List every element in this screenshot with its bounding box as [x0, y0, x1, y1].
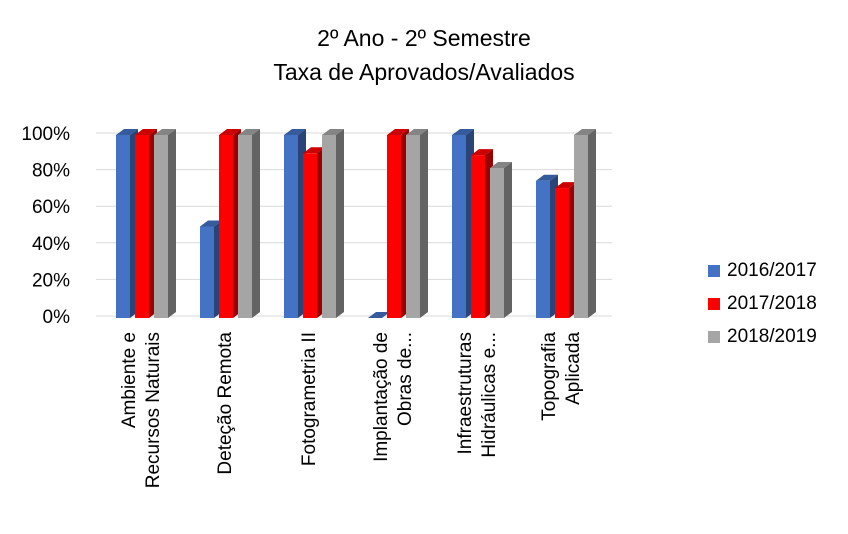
- y-tick-label: 20%: [32, 270, 70, 291]
- x-tick-label: Ambiente e: [119, 332, 140, 428]
- legend-swatch: [708, 331, 720, 343]
- legend-swatch: [708, 298, 720, 310]
- bar: [154, 129, 176, 318]
- bar: [135, 129, 157, 318]
- y-tick-label: 80%: [32, 161, 70, 182]
- bar-front: [116, 135, 130, 318]
- bar: [303, 147, 325, 318]
- bar-top: [284, 129, 306, 135]
- y-tick-label: 100%: [21, 124, 70, 145]
- bar-top: [200, 220, 222, 227]
- bar: [452, 129, 474, 318]
- bar: [406, 129, 428, 318]
- bar: [200, 220, 222, 318]
- x-tick-label: Infraestruturas: [455, 332, 476, 455]
- bar-front: [406, 135, 420, 318]
- bar-side: [588, 129, 596, 318]
- bar: [536, 174, 558, 318]
- bar-top: [536, 174, 558, 181]
- legend-swatch: [708, 265, 720, 277]
- bar-front: [238, 135, 252, 318]
- x-tick-label: Aplicada: [563, 332, 584, 405]
- bar-front: [135, 135, 149, 318]
- bar-front: [536, 180, 550, 318]
- bar: [322, 129, 344, 318]
- bar-top: [135, 129, 157, 135]
- bar-side: [252, 129, 260, 318]
- bar-front: [387, 135, 401, 318]
- x-tick-label: Implantação de: [371, 332, 392, 462]
- bar-front: [303, 153, 317, 318]
- chart-title: 2º Ano - 2º Semestre: [317, 25, 531, 51]
- x-tick-label: Deteção Remota: [215, 332, 236, 475]
- chart-title: Taxa de Aprovados/Avaliados: [273, 59, 574, 85]
- legend-label: 2018/2019: [727, 326, 817, 347]
- bar: [368, 312, 390, 318]
- bar-front: [200, 226, 214, 318]
- bar: [574, 129, 596, 318]
- bar-front: [219, 135, 233, 318]
- legend-label: 2016/2017: [727, 260, 817, 281]
- x-tick-label: Hidráulicas e...: [479, 332, 500, 458]
- bar: [490, 161, 512, 318]
- bar: [116, 129, 138, 318]
- bar-top: [490, 161, 512, 168]
- bar-top: [387, 129, 409, 135]
- y-tick-label: 40%: [32, 234, 70, 255]
- x-tick-label: Fotogrametria II: [299, 332, 320, 466]
- bar: [555, 182, 577, 318]
- bar-front: [490, 167, 504, 318]
- bar: [284, 129, 306, 318]
- bar-side: [336, 129, 344, 318]
- bar-front: [555, 188, 569, 318]
- bar-front: [284, 135, 298, 318]
- bar-top: [452, 129, 474, 135]
- bar: [387, 129, 409, 318]
- y-tick-label: 60%: [32, 197, 70, 218]
- bar-side: [420, 129, 428, 318]
- bar-top: [368, 312, 390, 318]
- bar-top: [238, 129, 260, 135]
- bar-front: [574, 135, 588, 318]
- bar-top: [555, 182, 577, 189]
- bar: [219, 129, 241, 318]
- bar-top: [471, 149, 493, 156]
- x-tick-label: Recursos Naturais: [143, 332, 164, 488]
- legend-label: 2017/2018: [727, 293, 817, 314]
- bar-side: [168, 129, 176, 318]
- bar-top: [406, 129, 428, 135]
- bar-front: [154, 135, 168, 318]
- bar-top: [154, 129, 176, 135]
- bar-side: [504, 161, 512, 318]
- bar: [238, 129, 260, 318]
- bar-front: [471, 155, 485, 318]
- bar-top: [574, 129, 596, 135]
- y-tick-label: 0%: [43, 307, 71, 328]
- bar-top: [303, 147, 325, 154]
- bar: [471, 149, 493, 318]
- x-tick-label: Topografia: [539, 332, 560, 421]
- bar-top: [116, 129, 138, 135]
- x-tick-label: Obras de...: [395, 332, 416, 426]
- bar-top: [322, 129, 344, 135]
- bar-front: [322, 135, 336, 318]
- bar-front: [452, 135, 466, 318]
- bar-top: [219, 129, 241, 135]
